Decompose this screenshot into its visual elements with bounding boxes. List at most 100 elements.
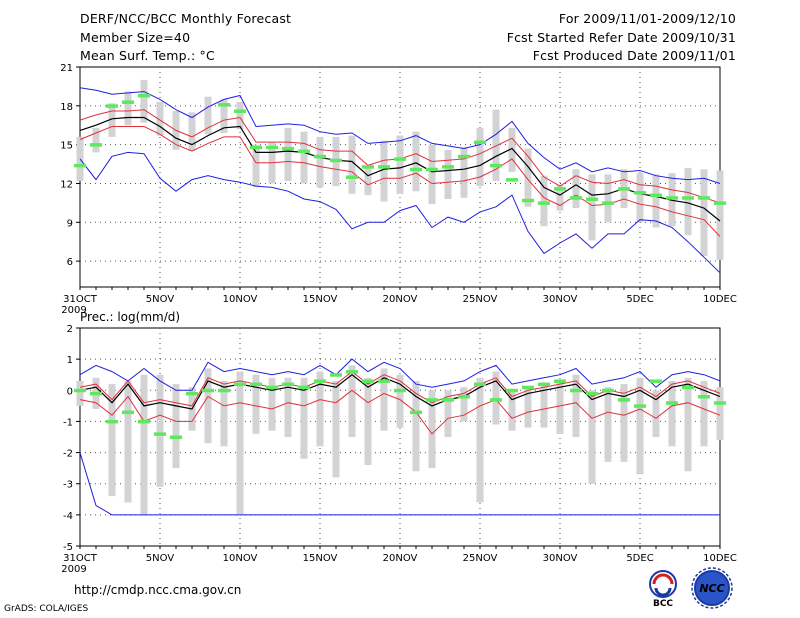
- prec-xtick-label: 25NOV: [463, 553, 498, 564]
- temp-spread-bar: [492, 109, 500, 181]
- member-size: Member Size=40: [80, 30, 191, 45]
- prec-spread-bar: [124, 380, 132, 503]
- prec-observed-mark: [426, 398, 438, 402]
- prec-ytick-label: -2: [63, 449, 73, 460]
- temp-observed-mark: [346, 175, 358, 179]
- prec-spread-bar: [172, 384, 180, 469]
- temp-year-label: 2009: [61, 305, 86, 316]
- temp-spread-bar: [604, 174, 612, 223]
- temp-spread-bar: [108, 103, 116, 137]
- prec-spread-bar: [556, 380, 564, 434]
- prec-observed-mark: [634, 404, 646, 408]
- temp-xtick-label: 10NOV: [223, 294, 258, 305]
- temp-observed-mark: [506, 178, 518, 182]
- prec-observed-mark: [298, 385, 310, 390]
- temp-spread-bar: [220, 99, 228, 133]
- prec-observed-mark: [154, 432, 166, 436]
- prec-observed-mark: [522, 385, 534, 390]
- temp-observed-mark: [250, 145, 262, 150]
- temp-spread-bar: [652, 174, 660, 228]
- temp-observed-mark: [266, 145, 278, 150]
- prec-observed-mark: [106, 419, 118, 424]
- prec-spread-bar: [572, 374, 580, 437]
- temp-observed-mark: [586, 197, 598, 201]
- ncc-logo: NCC: [691, 567, 733, 609]
- prec-observed-mark: [378, 379, 390, 383]
- temp-spread-bar: [524, 148, 532, 207]
- prec-observed-mark: [554, 379, 566, 383]
- prec-line-mean: [79, 373, 721, 410]
- temp-spread-bar: [716, 170, 724, 260]
- chart-title: DERF/NCC/BCC Monthly Forecast: [80, 11, 292, 26]
- temp-observed-mark: [522, 198, 534, 203]
- prec-spread-bar: [220, 380, 228, 447]
- prec-xtick-label: 5DEC: [626, 553, 653, 564]
- temp-observed-mark: [90, 143, 102, 147]
- prec-spread-bar: [300, 377, 308, 459]
- prec-spread-bar: [588, 390, 596, 484]
- prec-ytick-label: -4: [63, 511, 73, 522]
- temp-xtick-label: 15NOV: [303, 294, 338, 305]
- temp-observed-mark: [538, 201, 550, 205]
- prec-line-min: [79, 452, 720, 516]
- temp-observed-mark: [394, 157, 406, 161]
- temp-observed-mark: [298, 149, 310, 154]
- temp-spread-bar: [428, 144, 436, 205]
- temp-ytick-label: 15: [60, 141, 73, 152]
- prec-spread-bar: [380, 368, 388, 431]
- temp-spread-bar: [236, 101, 244, 130]
- prec-observed-mark: [122, 410, 134, 415]
- temp-spread-bar: [92, 127, 100, 153]
- temp-xtick-label: 30NOV: [543, 294, 578, 305]
- temp-spread-bar: [572, 169, 580, 209]
- prec-spread-bar: [540, 384, 548, 428]
- temp-observed-mark: [410, 167, 422, 172]
- prec-spread-bar: [332, 380, 340, 478]
- prec-spread-bar: [140, 374, 148, 515]
- forecast-produced-date: Fcst Produced Date 2009/11/01: [532, 48, 736, 63]
- bcc-logo-text: BCC: [653, 599, 673, 608]
- prec-xtick-label: 31OCT: [63, 553, 98, 564]
- temp-observed-mark: [602, 201, 614, 205]
- prec-observed-mark: [666, 401, 678, 405]
- temp-xtick-label: 5NOV: [146, 294, 175, 305]
- prec-xtick-label: 20NOV: [383, 553, 418, 564]
- prec-spread-bar: [476, 377, 484, 503]
- temp-observed-mark: [650, 193, 662, 198]
- temp-observed-mark: [666, 196, 678, 200]
- temp-observed-mark: [554, 187, 566, 191]
- prec-observed-mark: [538, 382, 550, 387]
- temp-observed-mark: [634, 191, 646, 195]
- prec-spread-bar: [364, 377, 372, 466]
- temp-spread-bar: [380, 140, 388, 202]
- temp-spread-bar: [156, 101, 164, 136]
- temp-spread-bar: [284, 127, 292, 181]
- prec-spread-bar: [620, 384, 628, 462]
- prec-observed-mark: [586, 391, 598, 396]
- prec-observed-mark: [266, 385, 278, 390]
- prec-observed-mark: [314, 379, 326, 383]
- prec-spread-bar: [652, 390, 660, 437]
- temp-ytick-label: 18: [60, 102, 73, 113]
- prec-spread-bar: [460, 387, 468, 422]
- prec-observed-mark: [714, 401, 726, 405]
- temp-xtick-label: 25NOV: [463, 294, 498, 305]
- grads-credit: GrADS: COLA/IGES: [4, 604, 89, 614]
- prec-observed-mark: [90, 391, 102, 396]
- ncc-logo-text: NCC: [699, 582, 724, 595]
- prec-observed-mark: [490, 398, 502, 402]
- temp-spread-bar: [588, 174, 596, 241]
- temp-observed-mark: [458, 154, 470, 159]
- prec-observed-mark: [362, 379, 374, 383]
- prec-xtick-label: 10NOV: [223, 553, 258, 564]
- prec-spread-bar: [444, 390, 452, 437]
- temp-spread-bar: [556, 184, 564, 211]
- prec-spread-bar: [492, 371, 500, 425]
- prec-observed-mark: [250, 382, 262, 387]
- prec-line-max: [79, 358, 721, 391]
- temp-spread-bar: [348, 135, 356, 194]
- temp-line-mean: [79, 116, 721, 222]
- footer-url[interactable]: http://cmdp.ncc.cma.gov.cn: [74, 583, 242, 597]
- prec-year-label: 2009: [61, 564, 86, 575]
